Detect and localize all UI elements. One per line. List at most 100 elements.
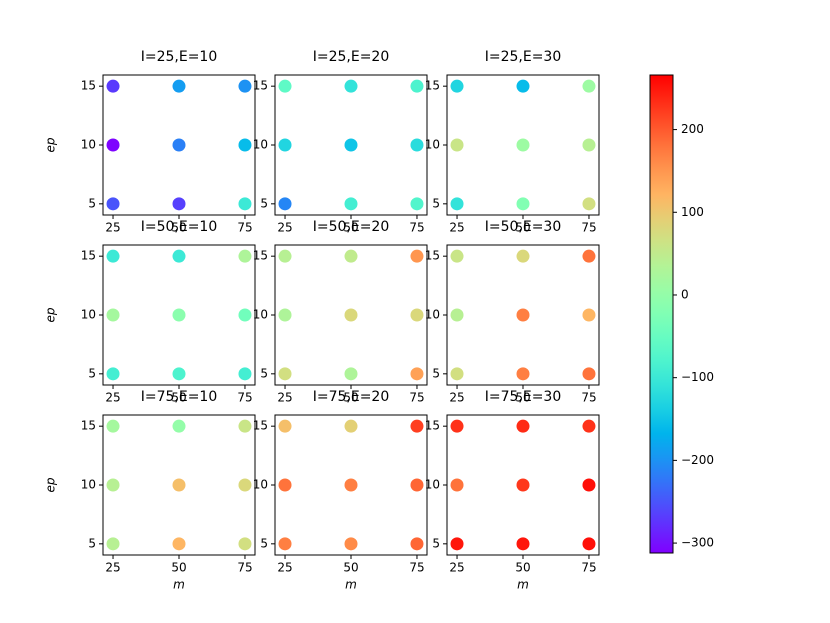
point	[582, 79, 596, 93]
point	[172, 537, 186, 551]
point	[106, 197, 120, 211]
colorbar-tick-label: −100	[681, 370, 714, 384]
point	[450, 419, 464, 433]
y-tick-label: 5	[260, 366, 268, 380]
point	[582, 308, 596, 322]
x-tick-label: 75	[409, 221, 424, 235]
x-tick-label: 75	[237, 221, 252, 235]
point	[278, 308, 292, 322]
x-tick-label: 75	[581, 561, 596, 575]
y-tick-label: 10	[253, 138, 268, 152]
point	[516, 537, 530, 551]
x-tick-label: 50	[515, 221, 530, 235]
point	[516, 478, 530, 492]
point	[410, 138, 424, 152]
point	[238, 308, 252, 322]
colorbar-tick-label: −300	[681, 536, 714, 550]
x-tick-label: 25	[449, 561, 464, 575]
point	[582, 478, 596, 492]
point	[238, 197, 252, 211]
point	[410, 537, 424, 551]
x-tick-label: 50	[171, 561, 186, 575]
x-axis-label: m	[517, 578, 529, 592]
x-tick-label: 25	[449, 221, 464, 235]
point	[344, 308, 358, 322]
y-tick-label: 15	[425, 79, 440, 93]
point	[238, 249, 252, 263]
x-tick-label: 75	[237, 561, 252, 575]
x-tick-label: 25	[105, 561, 120, 575]
x-tick-label: 75	[581, 391, 596, 405]
point	[516, 367, 530, 381]
point	[278, 478, 292, 492]
point	[238, 138, 252, 152]
point	[450, 308, 464, 322]
y-tick-label: 15	[253, 249, 268, 263]
x-tick-label: 50	[343, 391, 358, 405]
y-tick-label: 5	[260, 196, 268, 210]
y-tick-label: 15	[81, 419, 96, 433]
point	[344, 537, 358, 551]
y-tick-label: 5	[88, 536, 96, 550]
y-tick-label: 5	[260, 536, 268, 550]
point	[582, 419, 596, 433]
point	[172, 308, 186, 322]
point	[582, 138, 596, 152]
point	[516, 138, 530, 152]
x-tick-label: 50	[171, 391, 186, 405]
point	[450, 367, 464, 381]
point	[278, 249, 292, 263]
colorbar-tick-label: 100	[681, 205, 704, 219]
subplot-title: I=25,E=10	[141, 49, 218, 65]
y-axis-label: ep	[44, 477, 58, 492]
point	[278, 537, 292, 551]
point	[344, 138, 358, 152]
y-axis-label: ep	[44, 307, 58, 322]
point	[582, 197, 596, 211]
y-tick-label: 15	[425, 249, 440, 263]
y-tick-label: 5	[88, 366, 96, 380]
y-tick-label: 10	[425, 478, 440, 492]
point	[106, 367, 120, 381]
colorbar-tick-label: −200	[681, 453, 714, 467]
point	[410, 79, 424, 93]
subplot-title: I=50,E=30	[485, 219, 562, 235]
y-tick-label: 15	[253, 79, 268, 93]
subplot-title: I=75,E=20	[313, 389, 390, 405]
point	[516, 197, 530, 211]
subplot-title: I=25,E=20	[313, 49, 390, 65]
y-tick-label: 10	[81, 478, 96, 492]
x-tick-label: 75	[409, 391, 424, 405]
subplot-title: I=75,E=10	[141, 389, 218, 405]
point	[172, 478, 186, 492]
x-axis-label: m	[345, 578, 357, 592]
point	[410, 308, 424, 322]
y-tick-label: 15	[81, 249, 96, 263]
point	[172, 79, 186, 93]
point	[172, 197, 186, 211]
point	[344, 367, 358, 381]
point	[582, 537, 596, 551]
point	[278, 419, 292, 433]
point	[238, 367, 252, 381]
y-tick-label: 15	[253, 419, 268, 433]
point	[410, 249, 424, 263]
y-axis-label: ep	[44, 137, 58, 152]
x-axis-label: m	[173, 578, 185, 592]
point	[278, 138, 292, 152]
point	[450, 249, 464, 263]
x-tick-label: 50	[515, 391, 530, 405]
colorbar-tick-label: 0	[681, 287, 689, 301]
point	[172, 367, 186, 381]
x-tick-label: 25	[105, 221, 120, 235]
x-tick-label: 50	[515, 561, 530, 575]
point	[106, 79, 120, 93]
y-tick-label: 10	[81, 138, 96, 152]
point	[106, 308, 120, 322]
point	[582, 249, 596, 263]
point	[278, 197, 292, 211]
point	[238, 79, 252, 93]
x-tick-label: 75	[237, 391, 252, 405]
point	[172, 249, 186, 263]
x-tick-label: 50	[171, 221, 186, 235]
